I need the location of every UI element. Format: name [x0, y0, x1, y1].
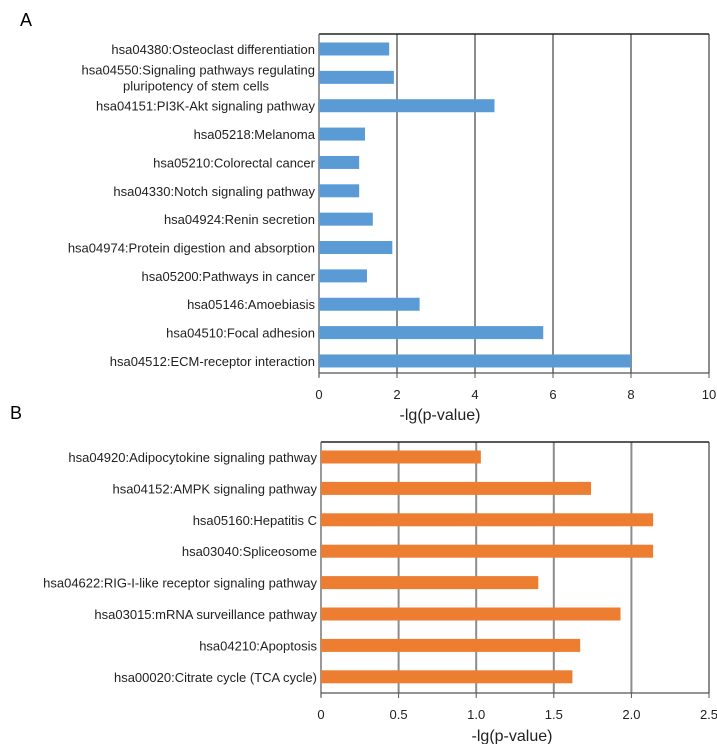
panel-a-bar [319, 326, 544, 340]
panel-b-tick-label: 2.0 [622, 707, 640, 722]
panel-a-tick-label: 10 [702, 387, 716, 402]
panel-a-letter: A [20, 10, 32, 30]
panel-b-category-label: hsa04210:Apoptosis [199, 638, 317, 653]
panel-a-bar [319, 297, 420, 311]
panel-a-category-label: hsa04380:Osteoclast differentiation [111, 42, 315, 57]
panel-b-bar [321, 670, 573, 684]
panel-a-tick-label: 6 [549, 387, 556, 402]
panel-a-category-label-line: hsa04550:Signaling pathways regulating [82, 62, 315, 77]
panel-a-bar [319, 241, 393, 255]
panel-a-category-label: hsa05210:Colorectal cancer [153, 155, 316, 170]
panel-b-bar [321, 513, 654, 527]
panel-b-category-label: hsa03040:Spliceosome [182, 544, 317, 559]
panel-a-category-label: hsa04512:ECM-receptor interaction [110, 354, 315, 369]
panel-a-bar [319, 269, 367, 283]
panel-b-x-axis-title: -lg(p-value) [472, 728, 553, 744]
panel-b-bar [321, 450, 481, 464]
panel-b-tick-label: 2.5 [700, 707, 717, 722]
panel-a-category-label: hsa04974:Protein digestion and absorptio… [68, 241, 315, 256]
panel-b-bar [321, 481, 592, 495]
panel-b-category-label: hsa04920:Adipocytokine signaling pathway [68, 450, 317, 465]
panel-a-bar [319, 212, 373, 226]
panel-a-bar [319, 99, 495, 113]
panel-b-tick-label: 1.0 [467, 707, 485, 722]
panel-a-bar [319, 127, 366, 141]
panel-a-category-label: hsa05146:Amoebiasis [187, 297, 315, 312]
panel-b-letter: B [10, 403, 22, 423]
panel-b-tick-label: 0.5 [390, 707, 408, 722]
panel-b-category-label: hsa03015:mRNA surveillance pathway [94, 607, 317, 622]
panel-a-tick-label: 4 [471, 387, 478, 402]
panel-a-category-label: hsa04510:Focal adhesion [166, 326, 315, 341]
panel-a-tick-label: 0 [315, 387, 322, 402]
panel-b-category-label: hsa04152:AMPK signaling pathway [112, 481, 317, 496]
panel-a-bar [319, 70, 394, 84]
panel-a-bar [319, 184, 360, 198]
panel-a-tick-label: 2 [393, 387, 400, 402]
panel-a-category-label: hsa04550:Signaling pathways regulating pl… [82, 62, 315, 93]
panel-b-tick-label: 1.5 [545, 707, 563, 722]
panel-b-category-label: hsa00020:Citrate cycle (TCA cycle) [114, 670, 317, 685]
panel-a-category-label: hsa05200:Pathways in cancer [142, 269, 316, 284]
panel-b-category-label: hsa05160:Hepatitis C [193, 513, 317, 528]
panel-a-bar [319, 42, 390, 56]
panel-a-category-label: hsa04151:PI3K-Akt signaling pathway [96, 99, 315, 114]
panel-a-tick-label: 8 [627, 387, 634, 402]
panel-a-category-label: hsa04924:Renin secretion [164, 212, 315, 227]
panel-b-tick-label: 0 [317, 707, 324, 722]
panel-b-category-label: hsa04622:RIG-I-like receptor signaling p… [43, 576, 317, 591]
panel-a-category-label-line: pluripotency of stem cells [123, 78, 269, 93]
panel-a-x-axis-title: -lg(p-value) [400, 407, 481, 424]
panel-b-bar [321, 544, 654, 558]
panel-b-bar [321, 576, 539, 590]
panel-b-bar [321, 638, 581, 652]
panel-a-bar [319, 155, 360, 169]
panel-a-category-label: hsa05218:Melanoma [194, 127, 316, 142]
panel-b-bar [321, 607, 621, 621]
panel-a-category-label: hsa04330:Notch signaling pathway [113, 184, 315, 199]
panel-a-bar [319, 354, 631, 368]
